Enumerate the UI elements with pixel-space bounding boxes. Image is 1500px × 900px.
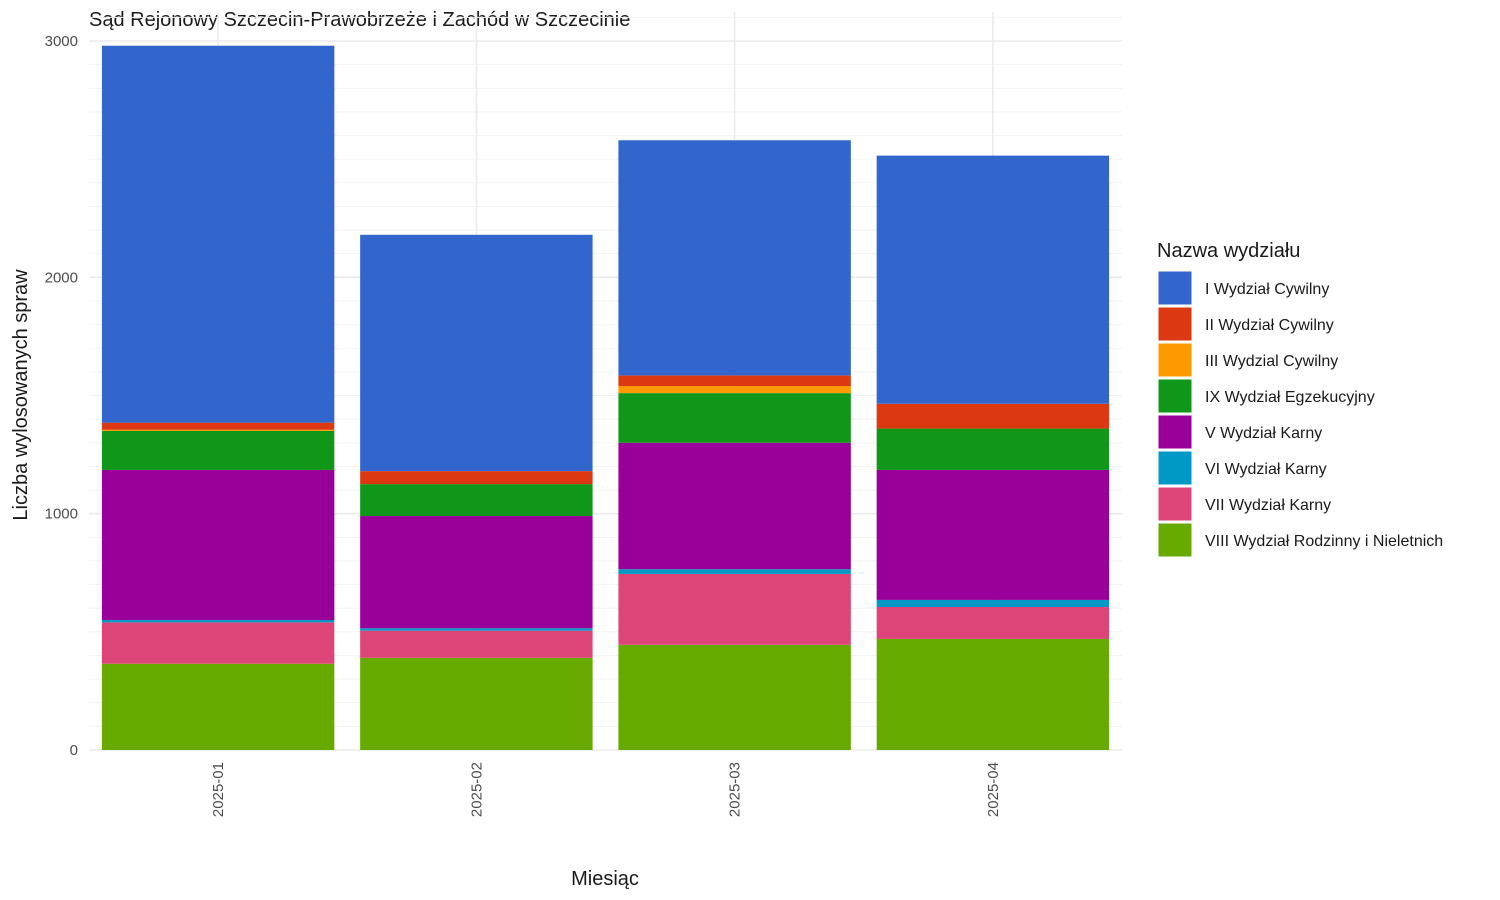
y-tick-label: 1000	[45, 506, 78, 523]
y-axis-title: Liczba wylosowanych spraw	[10, 269, 32, 521]
bar-segment	[101, 620, 335, 623]
bar-segment	[101, 622, 335, 664]
bar-segment	[360, 657, 593, 750]
bar-segment	[360, 628, 593, 631]
x-tick-label: 2025-01	[210, 762, 227, 817]
legend-swatch	[1157, 522, 1193, 558]
legend-swatch	[1157, 306, 1193, 342]
y-tick-label: 2000	[45, 269, 78, 286]
bar-segment	[101, 430, 335, 470]
bar-segment	[101, 429, 335, 431]
bar-segment	[618, 393, 851, 443]
legend-swatch	[1157, 414, 1193, 450]
legend-label: I Wydział Cywilny	[1205, 281, 1329, 298]
bar-segment	[876, 599, 1110, 608]
bar-segment	[876, 428, 1110, 470]
legend-title: Nazwa wydziału	[1157, 240, 1300, 262]
bar-segment	[360, 234, 593, 472]
legend-label: III Wydzial Cywilny	[1205, 353, 1338, 370]
bar-segment	[876, 403, 1110, 429]
x-axis-title: Miesiąc	[571, 868, 639, 890]
bar-segment	[101, 422, 335, 430]
bar-segment	[876, 638, 1110, 750]
bar-segment	[101, 45, 335, 423]
x-tick-label: 2025-02	[468, 762, 485, 817]
x-tick-label: 2025-03	[727, 762, 744, 817]
y-tick-label: 0	[70, 742, 78, 759]
bar-segment	[101, 663, 335, 750]
legend-label: VI Wydział Karny	[1205, 461, 1327, 478]
chart-title: Sąd Rejonowy Szczecin-Prawobrzeże i Zach…	[89, 9, 630, 31]
x-axis-ticks: 2025-01 2025-02 2025-03 2025-04	[210, 762, 1002, 817]
x-tick-label: 2025-04	[985, 762, 1002, 817]
bar-segment	[618, 386, 851, 394]
legend-swatch	[1157, 378, 1193, 414]
bar-segment	[618, 140, 851, 376]
legend-label: IX Wydział Egzekucyjny	[1205, 389, 1375, 406]
legend-label: VII Wydział Karny	[1205, 497, 1331, 514]
bar-segment	[360, 630, 593, 658]
bar-segment	[618, 569, 851, 574]
legend-swatch	[1157, 270, 1193, 306]
bar-segment	[101, 469, 335, 621]
legend-label: VIII Wydział Rodzinny i Nieletnich	[1205, 533, 1443, 550]
legend-swatch	[1157, 486, 1193, 522]
bar-segment	[876, 469, 1110, 600]
legend-label: V Wydział Karny	[1205, 425, 1322, 442]
legend-swatch	[1157, 450, 1193, 486]
bars	[101, 45, 1110, 750]
bar-segment	[876, 607, 1110, 639]
bar-segment	[360, 471, 593, 485]
bar-segment	[618, 375, 851, 387]
y-tick-label: 3000	[45, 33, 78, 50]
bar-segment	[618, 644, 851, 750]
legend: Nazwa wydziału I Wydział Cywilny II Wydzi…	[1157, 240, 1443, 558]
bar-segment	[618, 573, 851, 645]
bar-segment	[360, 484, 593, 517]
bar-segment	[360, 516, 593, 629]
bar-segment	[876, 155, 1110, 404]
y-axis-ticks: 0 1000 2000 3000	[45, 33, 78, 759]
legend-label: II Wydział Cywilny	[1205, 317, 1334, 334]
bar-segment	[618, 442, 851, 570]
legend-swatch	[1157, 342, 1193, 378]
